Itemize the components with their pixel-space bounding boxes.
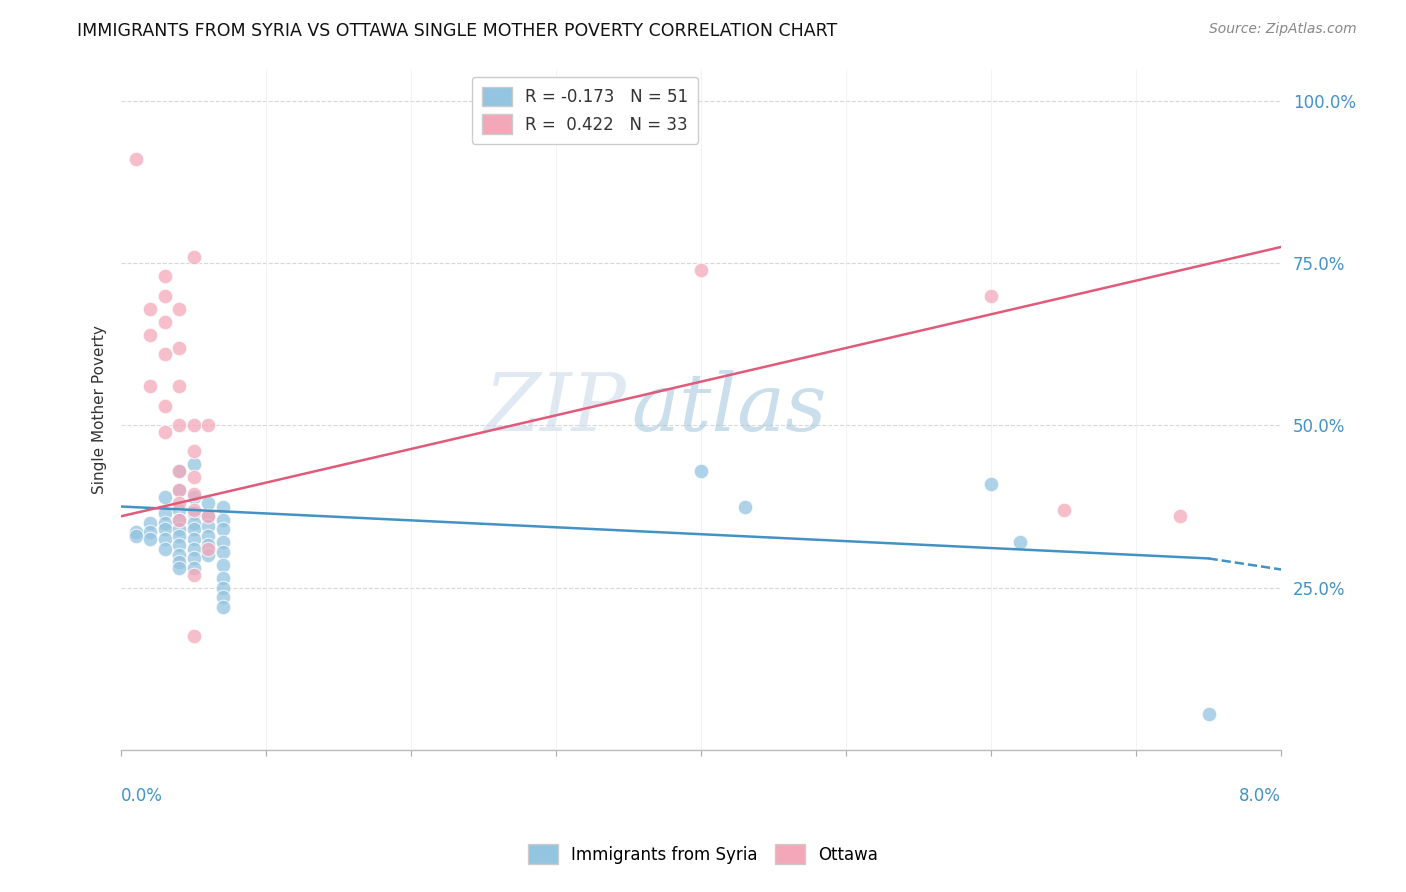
Point — [167, 529, 190, 543]
Point — [197, 496, 219, 510]
Point — [183, 490, 205, 504]
Point — [183, 458, 205, 472]
Point — [183, 541, 205, 556]
Point — [167, 561, 190, 575]
Point — [183, 470, 205, 484]
Point — [980, 476, 1002, 491]
Point — [153, 516, 176, 530]
Point — [211, 500, 233, 514]
Point — [167, 512, 190, 526]
Point — [211, 600, 233, 615]
Point — [153, 490, 176, 504]
Point — [183, 551, 205, 566]
Point — [211, 522, 233, 536]
Point — [153, 532, 176, 546]
Point — [211, 591, 233, 605]
Point — [153, 541, 176, 556]
Text: IMMIGRANTS FROM SYRIA VS OTTAWA SINGLE MOTHER POVERTY CORRELATION CHART: IMMIGRANTS FROM SYRIA VS OTTAWA SINGLE M… — [77, 22, 838, 40]
Point — [167, 496, 190, 510]
Point — [167, 512, 190, 526]
Point — [183, 418, 205, 433]
Point — [211, 571, 233, 585]
Legend: R = -0.173   N = 51, R =  0.422   N = 33: R = -0.173 N = 51, R = 0.422 N = 33 — [472, 77, 699, 144]
Point — [197, 541, 219, 556]
Point — [183, 250, 205, 264]
Point — [183, 532, 205, 546]
Point — [690, 464, 713, 478]
Point — [1052, 502, 1074, 516]
Point — [153, 506, 176, 520]
Point — [153, 347, 176, 361]
Point — [211, 535, 233, 549]
Legend: Immigrants from Syria, Ottawa: Immigrants from Syria, Ottawa — [522, 838, 884, 871]
Point — [197, 529, 219, 543]
Point — [139, 532, 162, 546]
Point — [153, 522, 176, 536]
Point — [139, 379, 162, 393]
Point — [125, 153, 148, 167]
Text: atlas: atlas — [631, 370, 827, 448]
Point — [183, 561, 205, 575]
Point — [167, 301, 190, 316]
Point — [153, 399, 176, 413]
Point — [183, 567, 205, 582]
Point — [980, 288, 1002, 302]
Text: 0.0%: 0.0% — [121, 788, 163, 805]
Point — [183, 629, 205, 643]
Point — [183, 516, 205, 530]
Point — [197, 539, 219, 553]
Point — [139, 327, 162, 342]
Point — [183, 502, 205, 516]
Point — [153, 269, 176, 284]
Point — [197, 418, 219, 433]
Text: ZIP: ZIP — [484, 370, 626, 448]
Point — [211, 581, 233, 595]
Point — [139, 516, 162, 530]
Point — [167, 522, 190, 536]
Point — [167, 548, 190, 562]
Point — [183, 444, 205, 458]
Text: 8.0%: 8.0% — [1239, 788, 1281, 805]
Point — [211, 512, 233, 526]
Point — [125, 525, 148, 540]
Point — [197, 548, 219, 562]
Point — [167, 555, 190, 569]
Text: Source: ZipAtlas.com: Source: ZipAtlas.com — [1209, 22, 1357, 37]
Point — [183, 522, 205, 536]
Point — [183, 506, 205, 520]
Point — [139, 301, 162, 316]
Point — [690, 262, 713, 277]
Point — [153, 425, 176, 439]
Point — [167, 483, 190, 498]
Point — [211, 545, 233, 559]
Point — [197, 519, 219, 533]
Point — [167, 483, 190, 498]
Point — [167, 464, 190, 478]
Point — [197, 509, 219, 524]
Point — [153, 315, 176, 329]
Point — [167, 502, 190, 516]
Point — [211, 558, 233, 572]
Point — [1198, 707, 1220, 722]
Point — [197, 509, 219, 524]
Point — [1168, 509, 1191, 524]
Y-axis label: Single Mother Poverty: Single Mother Poverty — [93, 325, 107, 493]
Point — [125, 529, 148, 543]
Point — [1010, 535, 1032, 549]
Point — [167, 379, 190, 393]
Point — [167, 539, 190, 553]
Point — [167, 418, 190, 433]
Point — [153, 288, 176, 302]
Point — [183, 486, 205, 500]
Point — [167, 464, 190, 478]
Point — [139, 525, 162, 540]
Point — [734, 500, 756, 514]
Point — [167, 341, 190, 355]
